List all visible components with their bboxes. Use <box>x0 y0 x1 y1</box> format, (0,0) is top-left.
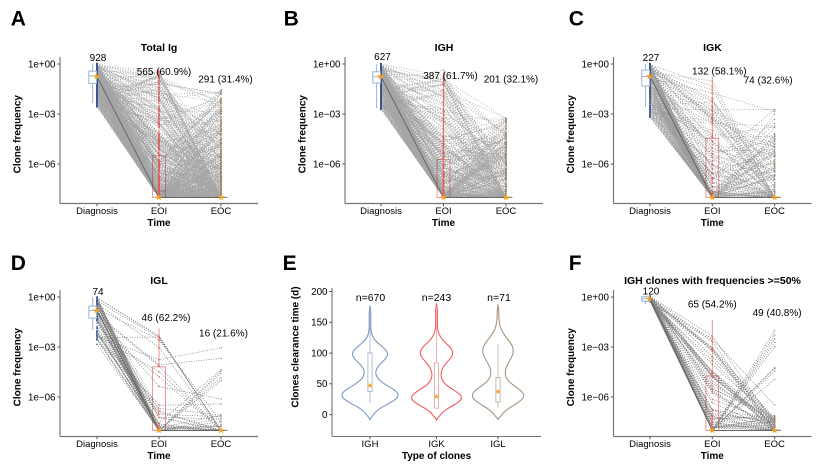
svg-text:150: 150 <box>311 318 328 329</box>
svg-text:n=71: n=71 <box>487 292 511 304</box>
svg-text:Time: Time <box>701 218 725 229</box>
svg-text:Clone frequency: Clone frequency <box>13 95 24 174</box>
svg-text:120: 120 <box>643 287 660 298</box>
svg-text:EOI: EOI <box>704 439 720 450</box>
svg-text:0: 0 <box>322 410 328 421</box>
svg-text:387 (61.7%): 387 (61.7%) <box>423 71 477 82</box>
svg-text:1e+00: 1e+00 <box>581 59 609 70</box>
svg-text:1e−06: 1e−06 <box>28 392 56 403</box>
svg-text:291 (31.4%): 291 (31.4%) <box>198 74 252 85</box>
svg-text:E: E <box>283 252 297 275</box>
svg-text:1e−06: 1e−06 <box>313 159 341 170</box>
svg-text:1e+00: 1e+00 <box>28 292 56 303</box>
svg-text:Diagnosis: Diagnosis <box>76 206 118 217</box>
svg-text:74: 74 <box>92 287 104 298</box>
svg-text:Diagnosis: Diagnosis <box>629 439 671 450</box>
svg-text:n=243: n=243 <box>422 292 452 304</box>
svg-text:Diagnosis: Diagnosis <box>76 439 118 450</box>
svg-text:1e+00: 1e+00 <box>28 59 56 70</box>
svg-text:928: 928 <box>90 53 107 64</box>
svg-text:16 (21.6%): 16 (21.6%) <box>199 329 248 340</box>
svg-text:EOC: EOC <box>764 206 785 217</box>
svg-text:Total Ig: Total Ig <box>141 42 178 54</box>
svg-text:1e−03: 1e−03 <box>581 109 609 120</box>
svg-text:1e−06: 1e−06 <box>581 159 609 170</box>
svg-text:74 (32.6%): 74 (32.6%) <box>744 75 793 86</box>
svg-text:IGL: IGL <box>150 275 168 287</box>
svg-text:A: A <box>11 8 26 31</box>
svg-text:EOI: EOI <box>435 206 451 217</box>
svg-text:n=670: n=670 <box>356 292 386 304</box>
svg-text:Time: Time <box>147 451 171 462</box>
svg-text:B: B <box>284 8 299 31</box>
svg-text:132 (58.1%): 132 (58.1%) <box>692 67 746 78</box>
svg-text:Clone frequency: Clone frequency <box>298 95 309 174</box>
svg-text:200: 200 <box>311 287 328 298</box>
svg-text:Clones clearance time (d): Clones clearance time (d) <box>291 286 302 407</box>
svg-text:Time: Time <box>432 218 456 229</box>
svg-text:Type of clones: Type of clones <box>402 451 472 462</box>
svg-text:1e−06: 1e−06 <box>581 392 609 403</box>
svg-text:IGL: IGL <box>490 439 505 450</box>
svg-text:IGK: IGK <box>703 42 722 54</box>
svg-text:C: C <box>569 8 584 31</box>
svg-text:100: 100 <box>311 348 328 359</box>
svg-text:1e−03: 1e−03 <box>581 342 609 353</box>
svg-text:1e−03: 1e−03 <box>313 109 341 120</box>
svg-text:227: 227 <box>643 53 660 64</box>
svg-text:46 (62.2%): 46 (62.2%) <box>142 313 191 324</box>
svg-text:EOC: EOC <box>764 439 785 450</box>
svg-text:Clone frequency: Clone frequency <box>566 328 577 407</box>
svg-text:1e−03: 1e−03 <box>28 109 56 120</box>
svg-text:F: F <box>569 252 582 275</box>
svg-text:IGK: IGK <box>428 439 445 450</box>
svg-text:D: D <box>11 252 26 275</box>
svg-text:1e−03: 1e−03 <box>28 342 56 353</box>
svg-text:Clone frequency: Clone frequency <box>13 328 24 407</box>
svg-text:1e+00: 1e+00 <box>313 59 341 70</box>
svg-text:49 (40.8%): 49 (40.8%) <box>753 308 802 319</box>
svg-text:EOI: EOI <box>151 439 167 450</box>
svg-text:EOC: EOC <box>211 439 232 450</box>
svg-text:IGH: IGH <box>435 42 454 54</box>
svg-text:Diagnosis: Diagnosis <box>629 206 671 217</box>
svg-text:Diagnosis: Diagnosis <box>360 206 402 217</box>
svg-text:1e−06: 1e−06 <box>28 159 56 170</box>
svg-text:Time: Time <box>701 451 725 462</box>
svg-text:Clone frequency: Clone frequency <box>566 95 577 174</box>
svg-text:65 (54.2%): 65 (54.2%) <box>688 300 737 311</box>
svg-text:EOI: EOI <box>704 206 720 217</box>
svg-text:565 (60.9%): 565 (60.9%) <box>137 67 191 78</box>
svg-text:627: 627 <box>374 52 391 63</box>
svg-text:IGH: IGH <box>362 439 379 450</box>
svg-text:EOC: EOC <box>496 206 517 217</box>
svg-text:201 (32.1%): 201 (32.1%) <box>484 75 538 86</box>
svg-text:50: 50 <box>317 379 328 390</box>
svg-text:EOI: EOI <box>151 206 167 217</box>
svg-text:Time: Time <box>147 218 171 229</box>
svg-text:EOC: EOC <box>211 206 232 217</box>
svg-text:1e+00: 1e+00 <box>581 292 609 303</box>
svg-text:IGH clones with frequencies >=: IGH clones with frequencies >=50% <box>624 275 801 287</box>
